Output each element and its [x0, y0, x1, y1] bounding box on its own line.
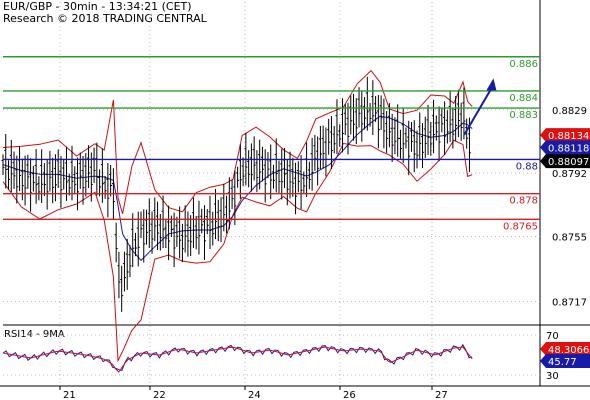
rsi-line [2, 343, 473, 371]
level-label-resistance: 0.884 [509, 93, 538, 104]
rsi-badge-blue [540, 354, 590, 368]
forecast-arrow-head-icon [486, 78, 497, 91]
rsi-badge-red [540, 342, 590, 356]
price-badge-blue [540, 140, 590, 155]
rsi-tick-label: 30 [546, 371, 559, 382]
x-tick-label: 24 [248, 390, 261, 400]
rsi-tick-label: 70 [546, 331, 559, 342]
x-tick-label: 21 [63, 390, 76, 400]
bollinger-lower [2, 139, 473, 363]
forecast-arrow-shaft [463, 87, 493, 136]
candles-group [1, 76, 471, 312]
x-tick-label: 27 [435, 390, 448, 400]
level-label-support: 0.8765 [503, 221, 538, 232]
rsi-ma-line [2, 346, 473, 373]
price-badge-label: 0.88134 [548, 131, 589, 142]
y-tick-label: 0.8792 [552, 169, 587, 180]
moving-average-line [2, 115, 473, 262]
y-tick-label: 0.8755 [552, 232, 587, 243]
rsi-title: RSI14 - 9MA [4, 329, 65, 340]
level-label-support: 0.878 [509, 196, 538, 207]
price-badge-red [540, 128, 590, 143]
y-tick-label: 0.8717 [552, 297, 587, 308]
x-tick-label: 22 [153, 390, 166, 400]
chart-title: EUR/GBP - 30min - 13:34:21 (CET) [3, 0, 192, 13]
level-label-resistance: 0.883 [509, 110, 538, 121]
rsi-badge-label: 45.77 [548, 357, 577, 368]
price-badge-label: 0.88118 [548, 143, 589, 154]
rsi-badge-label: 48.3066 [548, 345, 589, 356]
level-label-pivot: 0.88 [516, 161, 538, 172]
price-badge-label: 0.88097 [548, 157, 589, 168]
y-tick-label: 0.8829 [552, 106, 587, 117]
bollinger-upper [2, 69, 473, 214]
level-label-resistance: 0.886 [509, 59, 538, 70]
chart-copyright: Research © 2018 TRADING CENTRAL [3, 12, 207, 25]
price-badge-black [540, 154, 590, 169]
x-tick-label: 26 [343, 390, 356, 400]
